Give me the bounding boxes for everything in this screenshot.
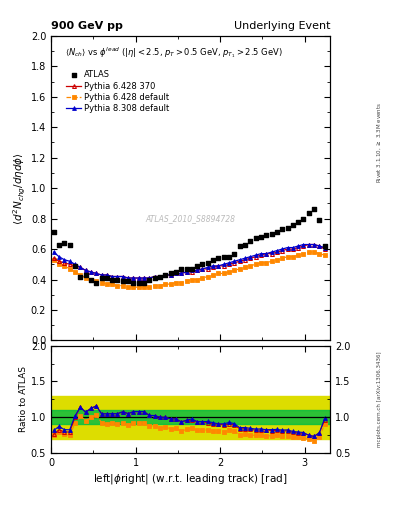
ATLAS — [205, 259, 211, 267]
ATLAS — [210, 255, 216, 264]
ATLAS — [263, 231, 269, 240]
ATLAS — [194, 262, 200, 270]
ATLAS — [258, 233, 264, 241]
Pythia 8.308 default — [232, 258, 237, 264]
ATLAS — [125, 277, 131, 285]
Legend: ATLAS, Pythia 6.428 370, Pythia 6.428 default, Pythia 8.308 default: ATLAS, Pythia 6.428 370, Pythia 6.428 de… — [66, 71, 169, 113]
Pythia 6.428 default — [232, 267, 237, 273]
ATLAS — [274, 228, 280, 237]
Y-axis label: $\langle d^2 N_{chg}/d\eta d\phi \rangle$: $\langle d^2 N_{chg}/d\eta d\phi \rangle… — [12, 152, 28, 225]
Pythia 8.308 default — [73, 261, 77, 267]
Pythia 6.428 default — [152, 283, 157, 289]
ATLAS — [61, 239, 68, 247]
ATLAS — [231, 249, 237, 258]
ATLAS — [215, 254, 222, 262]
Pythia 8.308 default — [221, 261, 226, 267]
ATLAS — [178, 265, 184, 273]
Text: mcplots.cern.ch [arXiv:1306.3436]: mcplots.cern.ch [arXiv:1306.3436] — [377, 352, 382, 447]
ATLAS — [321, 242, 328, 250]
ATLAS — [157, 272, 163, 281]
Pythia 6.428 370 — [184, 269, 189, 275]
ATLAS — [220, 252, 227, 261]
ATLAS — [152, 274, 158, 282]
Pythia 6.428 370 — [307, 242, 311, 248]
ATLAS — [114, 275, 121, 284]
ATLAS — [242, 241, 248, 249]
ATLAS — [300, 215, 307, 223]
ATLAS — [88, 275, 94, 284]
ATLAS — [109, 275, 116, 284]
Pythia 6.428 default — [73, 269, 77, 275]
ATLAS — [316, 216, 323, 224]
Pythia 6.428 370 — [221, 263, 226, 269]
ATLAS — [167, 269, 174, 278]
ATLAS — [311, 205, 317, 214]
Pythia 6.428 370 — [126, 275, 130, 281]
Text: ATLAS_2010_S8894728: ATLAS_2010_S8894728 — [145, 214, 236, 223]
ATLAS — [104, 274, 110, 282]
Text: Underlying Event: Underlying Event — [233, 22, 330, 31]
ATLAS — [136, 279, 142, 287]
Pythia 6.428 default — [126, 284, 130, 290]
Pythia 6.428 370 — [322, 246, 327, 252]
ATLAS — [66, 241, 73, 249]
Pythia 8.308 default — [126, 275, 130, 281]
Pythia 6.428 370 — [51, 255, 56, 261]
Pythia 6.428 370 — [152, 273, 157, 280]
Text: $\langle N_{ch}\rangle$ vs $\phi^{lead}$ ($|\eta| < 2.5$, $p_T > 0.5$ GeV, $p_{T: $\langle N_{ch}\rangle$ vs $\phi^{lead}$… — [65, 45, 283, 60]
Pythia 8.308 default — [301, 242, 306, 248]
ATLAS — [119, 277, 126, 285]
ATLAS — [279, 225, 285, 233]
ATLAS — [56, 241, 62, 249]
Pythia 6.428 370 — [200, 266, 205, 272]
ATLAS — [72, 262, 78, 270]
Line: Pythia 6.428 default: Pythia 6.428 default — [52, 250, 327, 289]
ATLAS — [98, 274, 105, 282]
ATLAS — [252, 234, 259, 243]
Text: Rivet 3.1.10, $\geq$ 3.3M events: Rivet 3.1.10, $\geq$ 3.3M events — [375, 102, 383, 183]
Pythia 8.308 default — [184, 269, 189, 275]
ATLAS — [285, 224, 291, 232]
Line: Pythia 6.428 370: Pythia 6.428 370 — [52, 243, 327, 280]
Pythia 8.308 default — [200, 266, 205, 272]
ATLAS — [51, 228, 57, 237]
X-axis label: left|$\phi$right| (w.r.t. leading track) [rad]: left|$\phi$right| (w.r.t. leading track)… — [94, 472, 288, 486]
ATLAS — [146, 275, 152, 284]
ATLAS — [268, 230, 275, 238]
Pythia 6.428 default — [51, 257, 56, 263]
ATLAS — [83, 271, 89, 279]
Line: Pythia 8.308 default: Pythia 8.308 default — [52, 243, 327, 280]
ATLAS — [141, 279, 147, 287]
ATLAS — [199, 260, 206, 268]
ATLAS — [77, 272, 83, 281]
ATLAS — [306, 208, 312, 217]
Pythia 8.308 default — [51, 249, 56, 255]
Bar — [51, 410, 330, 424]
ATLAS — [237, 242, 243, 250]
ATLAS — [93, 279, 99, 287]
ATLAS — [247, 238, 253, 246]
ATLAS — [290, 221, 296, 229]
Pythia 6.428 default — [221, 270, 226, 276]
Pythia 6.428 370 — [232, 260, 237, 266]
Pythia 8.308 default — [152, 273, 157, 280]
ATLAS — [189, 265, 195, 273]
ATLAS — [130, 279, 137, 287]
Pythia 6.428 default — [200, 275, 205, 281]
ATLAS — [184, 265, 190, 273]
Text: 900 GeV pp: 900 GeV pp — [51, 22, 123, 31]
Pythia 6.428 370 — [73, 263, 77, 269]
Pythia 8.308 default — [322, 245, 327, 251]
ATLAS — [162, 271, 169, 279]
Bar — [51, 396, 330, 439]
Pythia 6.428 default — [322, 252, 327, 258]
Pythia 6.428 default — [184, 278, 189, 284]
Pythia 6.428 default — [307, 249, 311, 255]
ATLAS — [295, 218, 301, 226]
ATLAS — [226, 252, 232, 261]
Y-axis label: Ratio to ATLAS: Ratio to ATLAS — [19, 367, 28, 432]
ATLAS — [173, 268, 179, 276]
